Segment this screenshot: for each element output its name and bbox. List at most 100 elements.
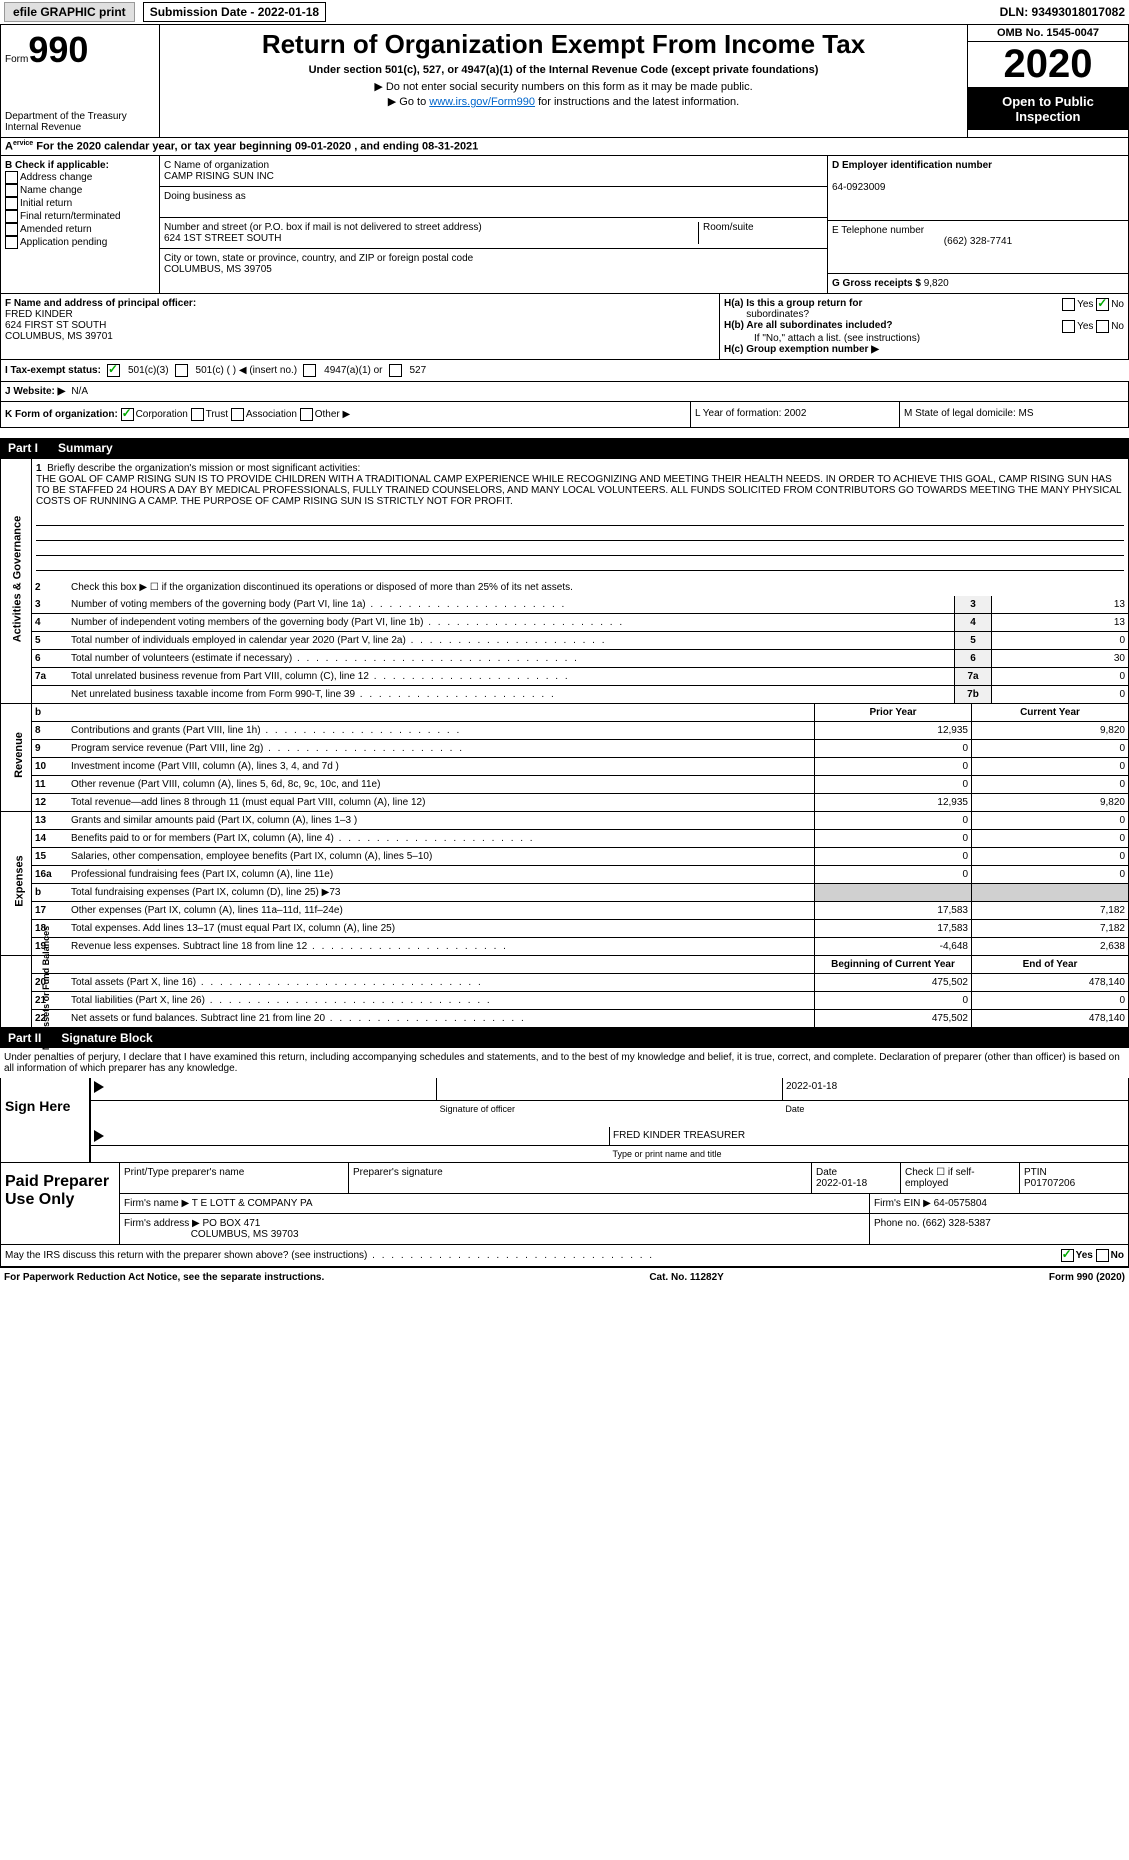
- officer-city: COLUMBUS, MS 39701: [5, 331, 113, 342]
- dln: DLN: 93493018017082: [1000, 5, 1125, 19]
- netassets-section: Net Assets or Fund Balances Beginning of…: [0, 956, 1129, 1028]
- sign-here-label: Sign Here: [1, 1078, 91, 1162]
- dept-treasury: Department of the Treasury Internal Reve…: [5, 111, 155, 133]
- firm-phone: (662) 328-5387: [922, 1218, 990, 1229]
- form-note-link: ▶ Go to www.irs.gov/Form990 for instruct…: [164, 95, 963, 108]
- gross-receipts: 9,820: [924, 278, 949, 289]
- firm-ein: 64-0575804: [934, 1198, 987, 1209]
- section-fh: F Name and address of principal officer:…: [0, 294, 1129, 360]
- row-klm: K Form of organization: Corporation Trus…: [0, 402, 1129, 428]
- checkbox-initial-return[interactable]: [5, 197, 18, 210]
- hc-label: H(c) Group exemption number ▶: [724, 344, 879, 355]
- val-7b: 0: [991, 686, 1128, 703]
- checkbox-discuss-no[interactable]: [1096, 1249, 1109, 1262]
- checkbox-app-pending[interactable]: [5, 236, 18, 249]
- hdr-current: Current Year: [971, 704, 1128, 721]
- form-subtitle: Under section 501(c), 527, or 4947(a)(1)…: [164, 64, 963, 76]
- checkbox-trust[interactable]: [191, 408, 204, 421]
- governance-section: Activities & Governance 1 Briefly descri…: [0, 458, 1129, 704]
- hdr-prior: Prior Year: [814, 704, 971, 721]
- checkbox-ha-yes[interactable]: [1062, 298, 1075, 311]
- checkbox-assoc[interactable]: [231, 408, 244, 421]
- section-bcd: B Check if applicable: Address change Na…: [0, 156, 1129, 294]
- phone-value: (662) 328-7741: [832, 236, 1124, 247]
- submission-date: Submission Date - 2022-01-18: [143, 2, 326, 22]
- checkbox-address-change[interactable]: [5, 171, 18, 184]
- checkbox-4947[interactable]: [303, 364, 316, 377]
- city-value: COLUMBUS, MS 39705: [164, 264, 823, 275]
- footer-paperwork: For Paperwork Reduction Act Notice, see …: [4, 1272, 324, 1283]
- form-label: Form: [5, 54, 28, 65]
- checkbox-corp[interactable]: [121, 408, 134, 421]
- footer-form: Form 990 (2020): [1049, 1272, 1125, 1283]
- city-label: City or town, state or province, country…: [164, 253, 823, 264]
- e-phone-label: E Telephone number: [832, 225, 924, 236]
- checkbox-discuss-yes[interactable]: [1061, 1249, 1074, 1262]
- footer-catno: Cat. No. 11282Y: [649, 1272, 723, 1283]
- org-name: CAMP RISING SUN INC: [164, 171, 823, 182]
- checkbox-name-change[interactable]: [5, 184, 18, 197]
- hb-label: H(b) Are all subordinates included?: [724, 320, 893, 331]
- tax-year: 2020: [968, 42, 1128, 88]
- val-5: 0: [991, 632, 1128, 649]
- part1-header: Part ISummary: [0, 438, 1129, 458]
- state-domicile: M State of legal domicile: MS: [900, 402, 1128, 427]
- checkbox-501c3[interactable]: [107, 364, 120, 377]
- ha-label: H(a) Is this a group return for: [724, 298, 862, 309]
- vtab-netassets: Net Assets or Fund Balances: [41, 926, 51, 1050]
- row-j-website: J Website: ▶ N/A: [0, 382, 1129, 402]
- officer-street: 624 FIRST ST SOUTH: [5, 320, 106, 331]
- g-gross-label: G Gross receipts $: [832, 278, 921, 289]
- ein-value: 64-0923009: [832, 182, 885, 193]
- row-i-tax-exempt: I Tax-exempt status: 501(c)(3) 501(c) ( …: [0, 360, 1129, 382]
- val-4: 13: [991, 614, 1128, 631]
- part2-header: Part IISignature Block: [0, 1028, 1129, 1048]
- checkbox-amended-return[interactable]: [5, 223, 18, 236]
- officer-name: FRED KINDER: [5, 309, 73, 320]
- ptin-value: P01707206: [1024, 1178, 1075, 1189]
- website-value: N/A: [71, 386, 88, 397]
- page-footer: For Paperwork Reduction Act Notice, see …: [0, 1267, 1129, 1287]
- form-number: 990: [28, 29, 88, 70]
- mission-text: THE GOAL OF CAMP RISING SUN IS TO PROVID…: [36, 474, 1121, 507]
- form-header: Form990 Department of the Treasury Inter…: [0, 24, 1129, 138]
- irs-link[interactable]: www.irs.gov/Form990: [429, 96, 535, 108]
- form-title: Return of Organization Exempt From Incom…: [164, 29, 963, 60]
- open-public-badge: Open to Public Inspection: [968, 88, 1128, 130]
- vtab-governance: Activities & Governance: [11, 515, 23, 642]
- form-note-ssn: ▶ Do not enter social security numbers o…: [164, 80, 963, 93]
- top-bar: efile GRAPHIC print Submission Date - 20…: [0, 0, 1129, 24]
- val-7a: 0: [991, 668, 1128, 685]
- vtab-expenses: Expenses: [14, 855, 26, 906]
- checkbox-other[interactable]: [300, 408, 313, 421]
- hdr-begin: Beginning of Current Year: [814, 956, 971, 973]
- checkbox-501c[interactable]: [175, 364, 188, 377]
- checkbox-hb-no[interactable]: [1096, 320, 1109, 333]
- checkbox-final-return[interactable]: [5, 210, 18, 223]
- mission-label: Briefly describe the organization's miss…: [47, 463, 360, 474]
- paid-preparer-block: Paid Preparer Use Only Print/Type prepar…: [0, 1163, 1129, 1245]
- vtab-revenue: Revenue: [13, 732, 25, 778]
- sign-here-block: Sign Here 2022-01-18 Signature of office…: [0, 1078, 1129, 1163]
- street-label: Number and street (or P.O. box if mail i…: [164, 222, 698, 233]
- checkbox-hb-yes[interactable]: [1062, 320, 1075, 333]
- officer-printed-name: FRED KINDER TREASURER: [610, 1127, 1128, 1145]
- omb-number: OMB No. 1545-0047: [968, 25, 1128, 42]
- expenses-section: Expenses 13Grants and similar amounts pa…: [0, 812, 1129, 956]
- hdr-end: End of Year: [971, 956, 1128, 973]
- checkbox-ha-no[interactable]: [1096, 298, 1109, 311]
- efile-badge: efile GRAPHIC print: [4, 2, 135, 22]
- checkbox-527[interactable]: [389, 364, 402, 377]
- val-6: 30: [991, 650, 1128, 667]
- section-b-label: B Check if applicable:: [5, 160, 109, 171]
- discuss-row: May the IRS discuss this return with the…: [0, 1245, 1129, 1267]
- d-ein-label: D Employer identification number: [832, 160, 992, 171]
- year-formation: L Year of formation: 2002: [691, 402, 900, 427]
- row-a-period: Aervice For the 2020 calendar year, or t…: [0, 138, 1129, 156]
- revenue-section: Revenue bPrior YearCurrent Year 8Contrib…: [0, 704, 1129, 812]
- paid-preparer-label: Paid Preparer Use Only: [1, 1163, 119, 1244]
- firm-address: PO BOX 471: [203, 1218, 261, 1229]
- hb-note: If "No," attach a list. (see instruction…: [724, 333, 1124, 344]
- firm-name: T E LOTT & COMPANY PA: [192, 1198, 313, 1209]
- street-value: 624 1ST STREET SOUTH: [164, 233, 698, 244]
